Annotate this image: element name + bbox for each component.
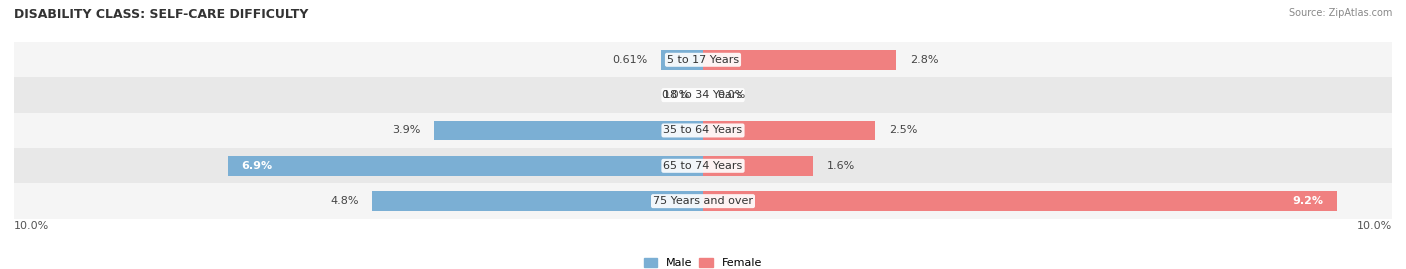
Bar [703, 121, 875, 140]
Text: 6.9%: 6.9% [242, 161, 273, 171]
Text: 9.2%: 9.2% [1292, 196, 1323, 206]
Text: 10.0%: 10.0% [1357, 221, 1392, 231]
Text: 0.0%: 0.0% [717, 90, 745, 100]
Text: 2.5%: 2.5% [889, 125, 917, 136]
Bar [14, 77, 1392, 113]
Bar [703, 192, 1337, 211]
Text: 1.6%: 1.6% [827, 161, 855, 171]
Bar [14, 148, 1392, 183]
Text: Source: ZipAtlas.com: Source: ZipAtlas.com [1288, 8, 1392, 18]
Bar [703, 156, 813, 175]
Text: 4.8%: 4.8% [330, 196, 359, 206]
Text: 18 to 34 Years: 18 to 34 Years [664, 90, 742, 100]
Bar [228, 156, 703, 175]
Text: 10.0%: 10.0% [14, 221, 49, 231]
Text: 0.0%: 0.0% [661, 90, 689, 100]
Bar [14, 42, 1392, 77]
Text: 5 to 17 Years: 5 to 17 Years [666, 55, 740, 65]
Bar [14, 183, 1392, 219]
Text: 75 Years and over: 75 Years and over [652, 196, 754, 206]
Bar [373, 192, 703, 211]
Text: 35 to 64 Years: 35 to 64 Years [664, 125, 742, 136]
Text: 65 to 74 Years: 65 to 74 Years [664, 161, 742, 171]
Text: DISABILITY CLASS: SELF-CARE DIFFICULTY: DISABILITY CLASS: SELF-CARE DIFFICULTY [14, 8, 308, 21]
Bar [434, 121, 703, 140]
Legend: Male, Female: Male, Female [640, 253, 766, 269]
Text: 2.8%: 2.8% [910, 55, 938, 65]
Bar [14, 113, 1392, 148]
Bar [661, 50, 703, 69]
Text: 0.61%: 0.61% [612, 55, 647, 65]
Text: 3.9%: 3.9% [392, 125, 420, 136]
Bar [703, 50, 896, 69]
